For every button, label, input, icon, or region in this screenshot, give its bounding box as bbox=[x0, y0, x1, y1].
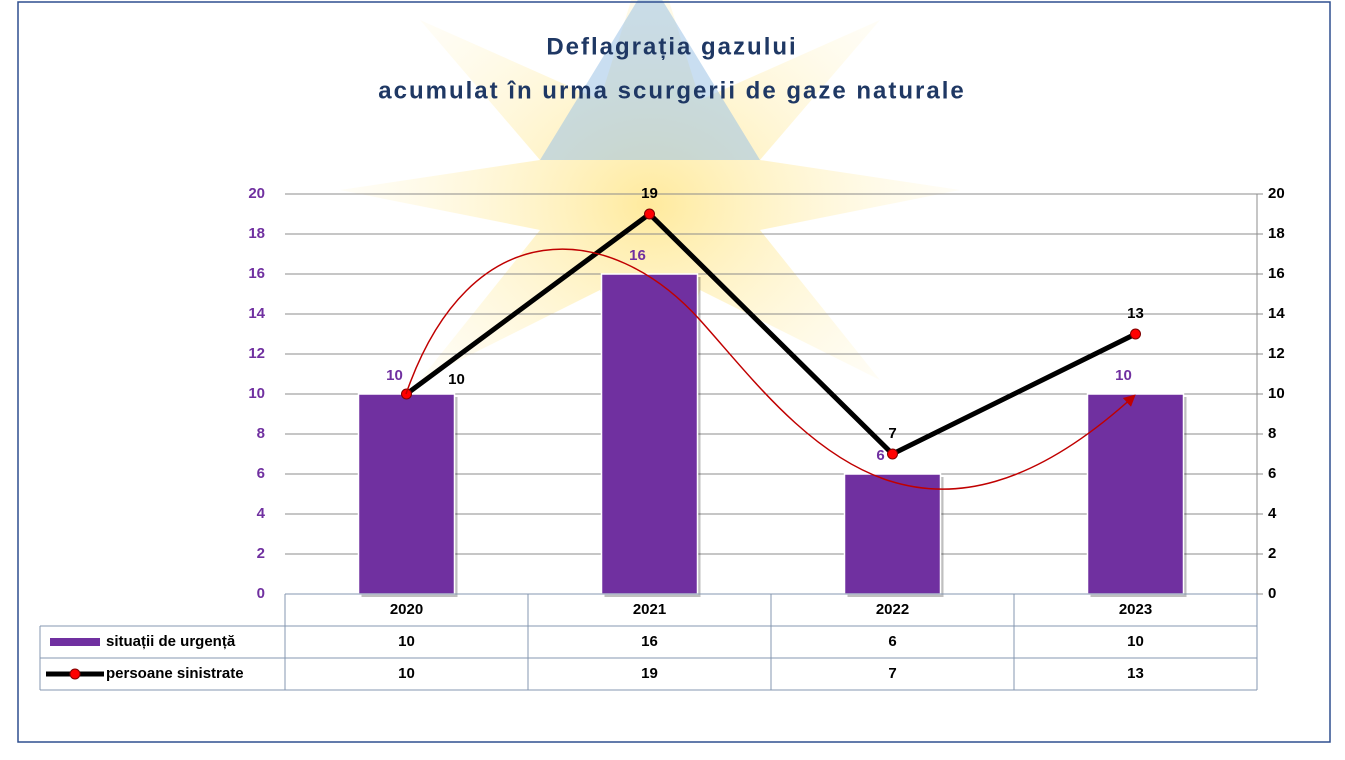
y2-tick-label: 6 bbox=[1268, 465, 1276, 482]
y-tick-label: 4 bbox=[257, 505, 266, 522]
table-cell: 10 bbox=[398, 665, 415, 682]
legend-key bbox=[70, 669, 80, 679]
y2-tick-label: 8 bbox=[1268, 425, 1276, 442]
y2-tick-label: 18 bbox=[1268, 225, 1285, 242]
table-cell: 13 bbox=[1127, 665, 1144, 682]
y2-tick-label: 2 bbox=[1268, 545, 1276, 562]
y2-tick-label: 4 bbox=[1268, 505, 1277, 522]
y-tick-label: 16 bbox=[248, 265, 265, 282]
x-tick-label: 2022 bbox=[876, 601, 909, 618]
x-tick-label: 2020 bbox=[390, 601, 423, 618]
x-tick-label: 2023 bbox=[1119, 601, 1152, 618]
y2-tick-label: 12 bbox=[1268, 345, 1285, 362]
y-tick-label: 10 bbox=[248, 385, 265, 402]
legend-label: situații de urgență bbox=[106, 633, 236, 650]
y2-tick-label: 14 bbox=[1268, 305, 1285, 322]
bar bbox=[845, 474, 941, 594]
table-cell: 6 bbox=[888, 633, 896, 650]
y-tick-label: 0 bbox=[257, 585, 265, 602]
y-tick-label: 6 bbox=[257, 465, 265, 482]
y-tick-label: 8 bbox=[257, 425, 265, 442]
line-marker bbox=[645, 209, 655, 219]
bar bbox=[359, 394, 455, 594]
table-cell: 10 bbox=[398, 633, 415, 650]
line-value-label: 19 bbox=[641, 185, 658, 202]
y-tick-label: 14 bbox=[248, 305, 265, 322]
line-value-label: 13 bbox=[1127, 305, 1144, 322]
y-tick-label: 12 bbox=[248, 345, 265, 362]
chart: Deflagrația gazului acumulat în urma scu… bbox=[0, 0, 1345, 760]
y2-tick-label: 0 bbox=[1268, 585, 1276, 602]
bar-value-label: 10 bbox=[386, 367, 403, 384]
chart-title: acumulat în urma scurgerii de gaze natur… bbox=[378, 77, 966, 104]
y2-tick-label: 16 bbox=[1268, 265, 1285, 282]
line-value-label: 10 bbox=[448, 371, 465, 388]
legend-key bbox=[50, 638, 100, 646]
legend-label: persoane sinistrate bbox=[106, 665, 244, 682]
bar-value-label: 16 bbox=[629, 247, 646, 264]
line-marker bbox=[888, 449, 898, 459]
x-tick-label: 2021 bbox=[633, 601, 666, 618]
y2-tick-label: 10 bbox=[1268, 385, 1285, 402]
y-tick-label: 20 bbox=[248, 185, 265, 202]
y-tick-label: 2 bbox=[257, 545, 265, 562]
table-cell: 19 bbox=[641, 665, 658, 682]
y2-tick-label: 20 bbox=[1268, 185, 1285, 202]
y-tick-label: 18 bbox=[248, 225, 265, 242]
bar bbox=[602, 274, 698, 594]
data-table: 2020 2021 2022 2023 situații de urgență 10 16 6… bbox=[40, 594, 1257, 690]
table-cell: 16 bbox=[641, 633, 658, 650]
line-value-label: 7 bbox=[888, 425, 896, 442]
line-marker bbox=[1131, 329, 1141, 339]
chart-title: Deflagrația gazului bbox=[546, 33, 797, 60]
bar-value-label: 10 bbox=[1115, 367, 1132, 384]
bar-value-label: 6 bbox=[876, 447, 884, 464]
table-cell: 7 bbox=[888, 665, 896, 682]
table-cell: 10 bbox=[1127, 633, 1144, 650]
